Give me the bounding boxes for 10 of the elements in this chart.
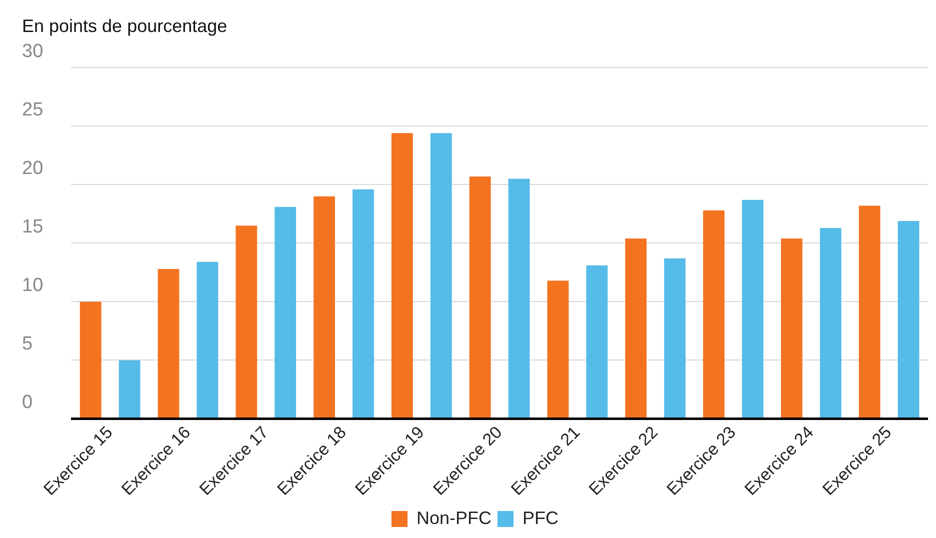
y-axis-title: En points de pourcentage [22, 16, 228, 36]
y-tick-label: 0 [22, 392, 33, 414]
y-tick-label: 5 [22, 333, 33, 354]
y-tick-label: 10 [22, 274, 44, 296]
y-tick-label: 15 [22, 216, 44, 238]
y-tick-label: 30 [22, 40, 44, 62]
y-tick-label: 25 [22, 99, 44, 120]
legend-label: Non-PFC [416, 508, 492, 528]
legend-label: PFC [522, 508, 559, 528]
y-tick-label: 20 [22, 158, 44, 179]
